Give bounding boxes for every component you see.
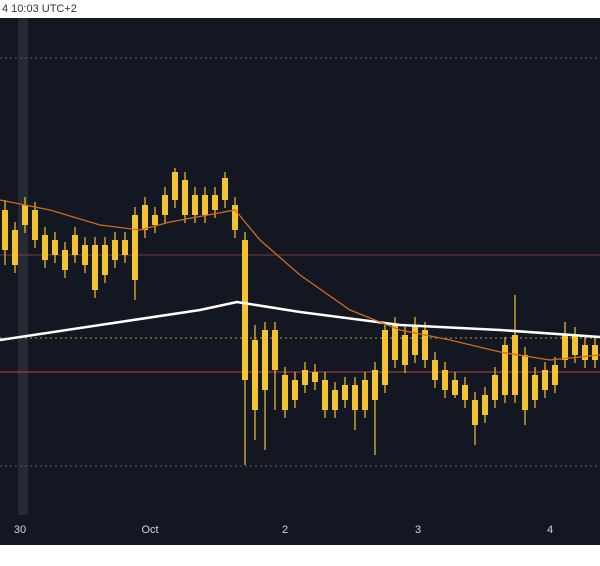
candle-body: [2, 210, 8, 250]
candle-body: [362, 380, 368, 410]
candle-body: [262, 330, 268, 390]
plot: [0, 57, 600, 467]
candle-body: [232, 205, 238, 230]
candle-body: [52, 240, 58, 255]
candle-body: [252, 340, 258, 410]
candle-body: [552, 365, 558, 385]
candle-body: [322, 380, 328, 410]
candle-body: [522, 355, 528, 410]
candle-body: [92, 245, 98, 290]
candle-body: [72, 235, 78, 255]
candle-body: [532, 375, 538, 400]
candle-body: [152, 215, 158, 225]
moving-average: [0, 300, 600, 342]
candle-body: [172, 172, 178, 200]
candle-body: [352, 385, 358, 410]
x-tick-label: 4: [547, 524, 553, 536]
candle-body: [42, 235, 48, 260]
plot-area: [0, 18, 600, 515]
candle-body: [592, 345, 598, 360]
candle-body: [102, 245, 108, 275]
candle-body: [372, 370, 378, 400]
candle-body: [482, 395, 488, 415]
candle-body: [132, 215, 138, 280]
x-tick-label: 2: [282, 524, 288, 536]
candle-body: [302, 370, 308, 385]
candle-body: [572, 335, 578, 355]
candle-body: [62, 250, 68, 270]
candle-body: [412, 325, 418, 355]
highlight-band: [18, 18, 28, 515]
candle-body: [542, 370, 548, 390]
candle-body: [472, 400, 478, 425]
candle-body: [492, 375, 498, 400]
candle-body: [582, 345, 588, 360]
candle-body: [432, 360, 438, 380]
top-bar: [0, 0, 600, 18]
candle-body: [502, 345, 508, 395]
candle-body: [312, 372, 318, 382]
x-tick-label: Oct: [141, 524, 158, 536]
candle-body: [242, 240, 248, 380]
time-axis: [0, 515, 600, 545]
candle-body: [192, 195, 198, 215]
x-tick-label: 3: [415, 524, 421, 536]
candle-body: [272, 330, 278, 370]
candle-body: [82, 245, 88, 265]
candle-body: [562, 335, 568, 360]
timestamp: 4 10:03 UTC+2: [2, 3, 77, 15]
candle-body: [512, 335, 518, 395]
candle-body: [392, 325, 398, 360]
candle-body: [442, 370, 448, 390]
candle-body: [202, 195, 208, 215]
candle-body: [402, 335, 408, 365]
candle-body: [182, 180, 188, 215]
candle-body: [342, 385, 348, 400]
candle-body: [282, 375, 288, 410]
candle-body: [22, 205, 28, 225]
candle-body: [162, 195, 168, 215]
candle-body: [142, 205, 148, 230]
candle-body: [462, 385, 468, 400]
x-tick-label: 30: [14, 524, 26, 536]
candle-body: [292, 380, 298, 400]
candle-body: [32, 210, 38, 240]
candle-body: [452, 380, 458, 395]
candle-body: [122, 240, 128, 255]
candle-body: [212, 195, 218, 210]
moving-average: [0, 199, 600, 361]
candle-body: [332, 390, 338, 410]
candle-body: [112, 240, 118, 260]
candle-body: [382, 330, 388, 385]
candle-body: [222, 178, 228, 200]
candle-body: [422, 330, 428, 360]
candle-body: [12, 230, 18, 265]
